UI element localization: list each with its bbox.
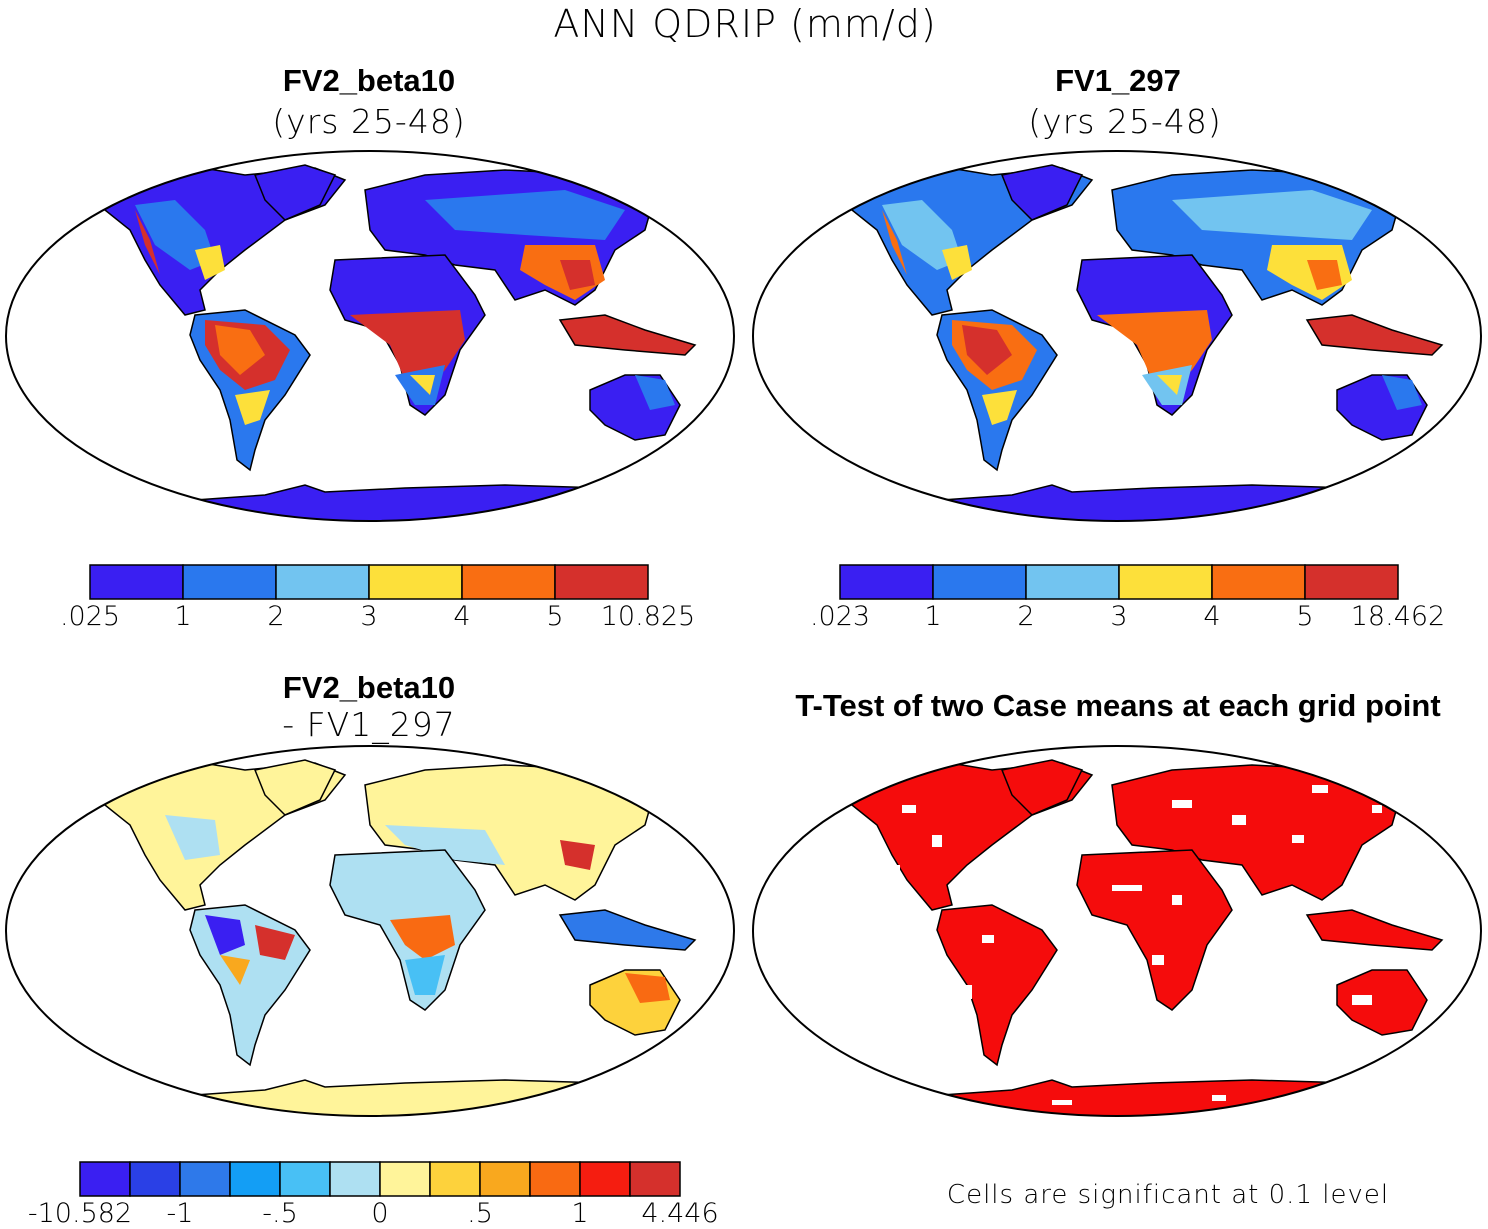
colorbar-swatch-fv2-3 (368, 564, 463, 600)
colorbar-swatch-diff-1 (129, 1161, 181, 1197)
colorbar-swatch-fv1-3 (1118, 564, 1213, 600)
colorbar-swatch-diff-10 (579, 1161, 631, 1197)
south-america-region (936, 904, 1058, 1067)
greenland-region (1000, 164, 1084, 221)
colorbar-swatch-fv1-4 (1211, 564, 1306, 600)
panel-subtitle-diff: - FV1_297 (282, 705, 456, 744)
australia-region (1336, 969, 1428, 1036)
colorbar-swatch-fv1-0 (839, 564, 934, 600)
colorbar-tick-label-fv1-4: 4 (1203, 601, 1221, 632)
significance-note: Cells are significant at 0.1 level (946, 1180, 1390, 1210)
colorbar-swatch-diff-4 (279, 1161, 331, 1197)
colorbar-swatch-fv1-5 (1304, 564, 1399, 600)
map-fv2 (5, 150, 735, 522)
colorbar-swatch-diff-5 (329, 1161, 381, 1197)
antarctica-region (124, 1079, 647, 1116)
colorbar-tick-label-diff-0: -10.582 (27, 1198, 133, 1229)
colorbar-tick-label-fv2-2: 2 (267, 601, 285, 632)
colorbar-swatch-diff-3 (229, 1161, 281, 1197)
panel-title-fv1: FV1_297 (1055, 63, 1181, 98)
colorbar-tick-label-fv1-2: 2 (1017, 601, 1035, 632)
greenland-region (253, 759, 337, 816)
colorbar-tick-label-fv2-1: 1 (174, 601, 192, 632)
panel-subtitle-fv2: (yrs 25-48) (272, 102, 466, 141)
panel-title-fv2: FV2_beta10 (282, 63, 456, 98)
colorbar-tick-label-fv2-0: .025 (59, 601, 121, 632)
colorbar-swatch-fv2-2 (275, 564, 370, 600)
colorbar-fv2 (89, 564, 649, 600)
colorbar-tick-label-diff-3: 0 (371, 1198, 389, 1229)
colorbar-diff (79, 1161, 681, 1197)
colorbar-swatch-fv1-1 (932, 564, 1027, 600)
colorbar-swatch-diff-11 (629, 1161, 681, 1197)
colorbar-tick-label-diff-1: -1 (166, 1198, 194, 1229)
colorbar-tick-label-fv1-1: 1 (924, 601, 942, 632)
map-ttest (752, 745, 1482, 1117)
colorbar-swatch-fv2-5 (554, 564, 649, 600)
panel-title-diff: FV2_beta10 (282, 670, 456, 705)
colorbar-swatch-fv2-1 (182, 564, 277, 600)
antarctica-region (871, 484, 1394, 521)
colorbar-tick-label-fv2-4: 4 (453, 601, 471, 632)
greenland-region (253, 164, 337, 221)
colorbar-tick-label-fv2-5: 5 (546, 601, 564, 632)
colorbar-tick-label-fv2-3: 3 (360, 601, 378, 632)
africa-region (1076, 849, 1233, 1011)
south-america-region (189, 904, 311, 1067)
colorbar-swatch-diff-0 (79, 1161, 131, 1197)
colorbar-tick-label-fv1-6: 18.462 (1350, 601, 1446, 632)
maritime-continent-region (1305, 909, 1444, 951)
map-diff (5, 745, 735, 1117)
colorbar-tick-label-diff-6: 4.446 (641, 1198, 719, 1229)
colorbar-tick-label-diff-2: -.5 (262, 1198, 298, 1229)
colorbar-swatch-diff-9 (529, 1161, 581, 1197)
colorbar-swatch-diff-2 (179, 1161, 231, 1197)
maritime-continent-region (558, 314, 697, 356)
colorbar-tick-label-diff-5: 1 (571, 1198, 589, 1229)
maritime-continent-region (558, 909, 697, 951)
colorbar-swatch-diff-7 (429, 1161, 481, 1197)
non-significant-cells (892, 785, 1382, 1105)
colorbar-fv1 (839, 564, 1399, 600)
colorbar-swatch-fv1-2 (1025, 564, 1120, 600)
colorbar-swatch-diff-6 (379, 1161, 431, 1197)
colorbar-swatch-diff-8 (479, 1161, 531, 1197)
colorbar-swatch-fv2-4 (461, 564, 556, 600)
colorbar-tick-label-fv1-3: 3 (1110, 601, 1128, 632)
figure-title: ANN QDRIP (mm/d) (553, 2, 937, 46)
greenland-region (1000, 759, 1084, 816)
antarctica-region (871, 1079, 1394, 1116)
panel-subtitle-fv1: (yrs 25-48) (1028, 102, 1222, 141)
antarctica-region (124, 484, 647, 521)
panel-title-ttest: T-Test of two Case means at each grid po… (795, 688, 1441, 723)
maritime-continent-region (1305, 314, 1444, 356)
colorbar-tick-label-diff-4: .5 (467, 1198, 493, 1229)
colorbar-swatch-fv2-0 (89, 564, 184, 600)
colorbar-tick-label-fv1-5: 5 (1296, 601, 1314, 632)
colorbar-tick-label-fv2-6: 10.825 (600, 601, 696, 632)
map-fv1 (752, 150, 1482, 522)
colorbar-tick-label-fv1-0: .023 (809, 601, 871, 632)
